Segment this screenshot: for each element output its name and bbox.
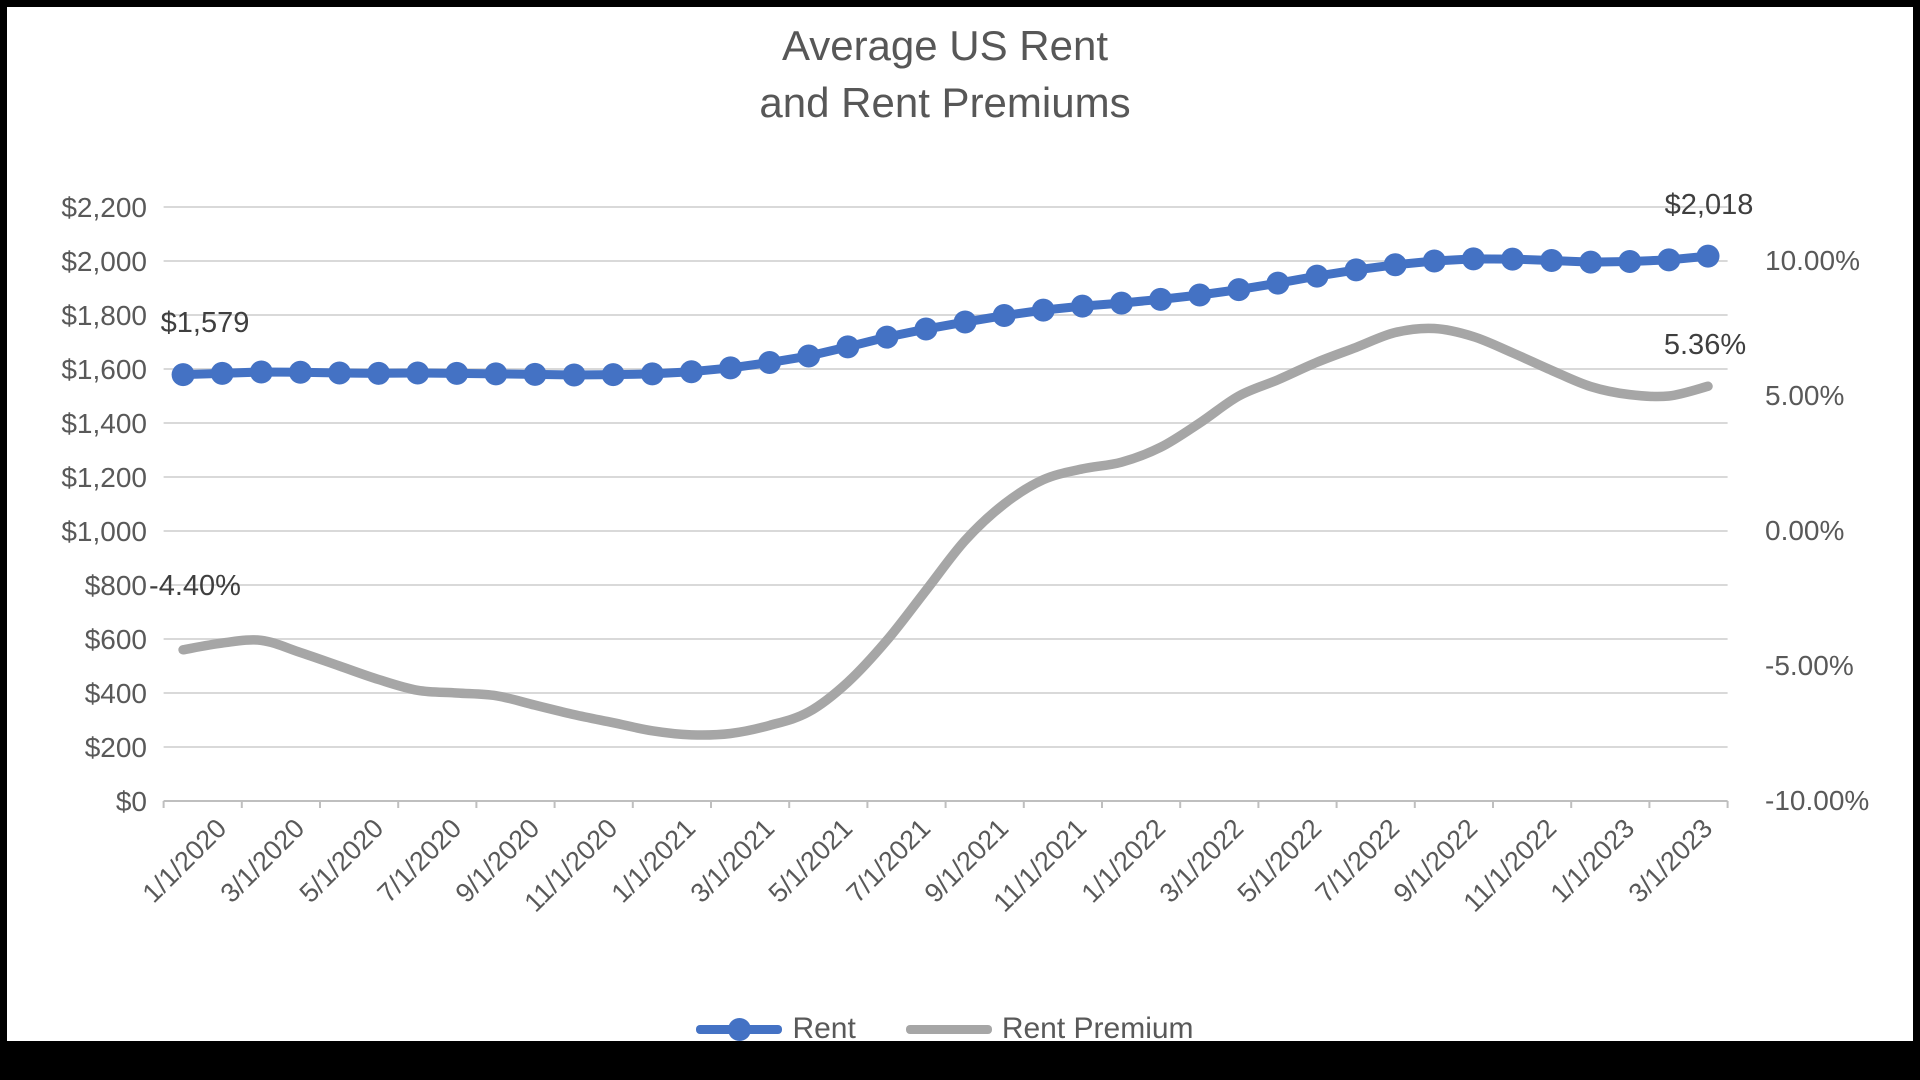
y-axis-left-label: $1,600	[61, 354, 147, 385]
rent-marker	[1501, 247, 1524, 271]
rent-marker	[367, 361, 391, 385]
rent-marker	[640, 362, 664, 386]
y-axis-left-label: $1,400	[61, 408, 147, 439]
rent-marker	[1227, 278, 1251, 302]
rent-marker	[1579, 250, 1603, 274]
rent-marker	[1344, 258, 1368, 282]
rent-marker	[1070, 294, 1094, 318]
rent-marker	[1031, 298, 1055, 322]
chart-title: Average US Rent and Rent Premiums	[163, 17, 1727, 131]
rent-marker	[797, 344, 821, 368]
y-axis-right-label: 5.00%	[1765, 380, 1845, 411]
rent-marker	[1422, 249, 1446, 273]
rent-marker	[210, 361, 234, 385]
rent-marker	[679, 360, 703, 384]
rent-marker	[484, 362, 508, 386]
rent-marker	[601, 363, 625, 387]
rent-marker	[758, 351, 782, 375]
y-axis-right-label: 10.00%	[1765, 245, 1860, 276]
legend-item-rent: Rent	[696, 1012, 856, 1046]
rent-marker	[562, 363, 586, 387]
y-axis-left-label: $600	[84, 624, 147, 655]
rent-marker	[1110, 291, 1133, 315]
rent-marker	[1696, 244, 1720, 268]
rent-marker	[328, 361, 351, 385]
rent-premium-line	[178, 323, 1713, 740]
rent-marker	[288, 360, 312, 384]
rent-marker	[836, 335, 860, 359]
rent-marker	[171, 363, 195, 387]
rent-premium-line-icon	[905, 1024, 992, 1034]
data-label-premium-last: 5.36%	[1663, 329, 1747, 361]
rent-marker	[1383, 253, 1407, 277]
rent-marker	[1149, 287, 1173, 311]
rent-dot-icon	[728, 1017, 752, 1041]
y-axis-left-label: $800	[84, 570, 147, 601]
rent-marker	[1618, 250, 1642, 274]
y-axis-left-label: $0	[115, 786, 147, 817]
legend-item-rent-premium: Rent Premium	[905, 1012, 1194, 1046]
rent-marker	[992, 304, 1016, 328]
rent-marker	[1657, 248, 1681, 272]
rent-line	[182, 251, 1709, 380]
y-axis-right-label: -5.00%	[1765, 650, 1854, 681]
chart-title-line1: Average US Rent	[781, 22, 1109, 69]
rent-marker	[1305, 264, 1329, 288]
rent-marker	[249, 360, 273, 384]
data-label-rent-first: $1,579	[160, 307, 250, 339]
legend-label-rent-premium: Rent Premium	[1001, 1012, 1194, 1045]
y-axis-right-label: 0.00%	[1765, 515, 1845, 546]
rent-marker	[1266, 271, 1290, 295]
rent-marker	[719, 356, 742, 380]
data-label-rent-last: $2,018	[1664, 189, 1754, 221]
rent-marker	[1540, 248, 1564, 272]
rent-marker	[445, 361, 469, 385]
rent-marker	[523, 362, 547, 386]
legend-label-rent: Rent	[792, 1012, 856, 1045]
rent-marker	[406, 361, 430, 385]
y-axis-left-label: $1,200	[61, 462, 147, 493]
rent-line-marker-icon	[696, 1017, 783, 1041]
y-axis-left-label: $1,000	[61, 516, 147, 547]
rent-marker	[1461, 247, 1485, 271]
y-axis-left-label: $400	[84, 678, 147, 709]
data-label-premium-first: -4.40%	[149, 570, 241, 602]
chart-area: Average US Rent and Rent Premiums $0 $200…	[7, 7, 1913, 1045]
y-axis-left-label: $200	[84, 732, 147, 763]
rent-marker	[914, 317, 938, 341]
plot-svg	[162, 206, 1729, 808]
legend: Rent Rent Premium	[163, 1012, 1727, 1046]
y-axis-left-label: $2,000	[61, 246, 147, 277]
rent-marker	[1188, 283, 1212, 307]
chart-title-line2: and Rent Premiums	[759, 79, 1131, 126]
y-axis-left-label: $2,200	[61, 192, 147, 223]
rent-marker	[953, 310, 977, 334]
y-axis-right-label: -10.00%	[1765, 785, 1870, 816]
rent-marker	[875, 325, 899, 349]
y-axis-left-label: $1,800	[61, 300, 147, 331]
